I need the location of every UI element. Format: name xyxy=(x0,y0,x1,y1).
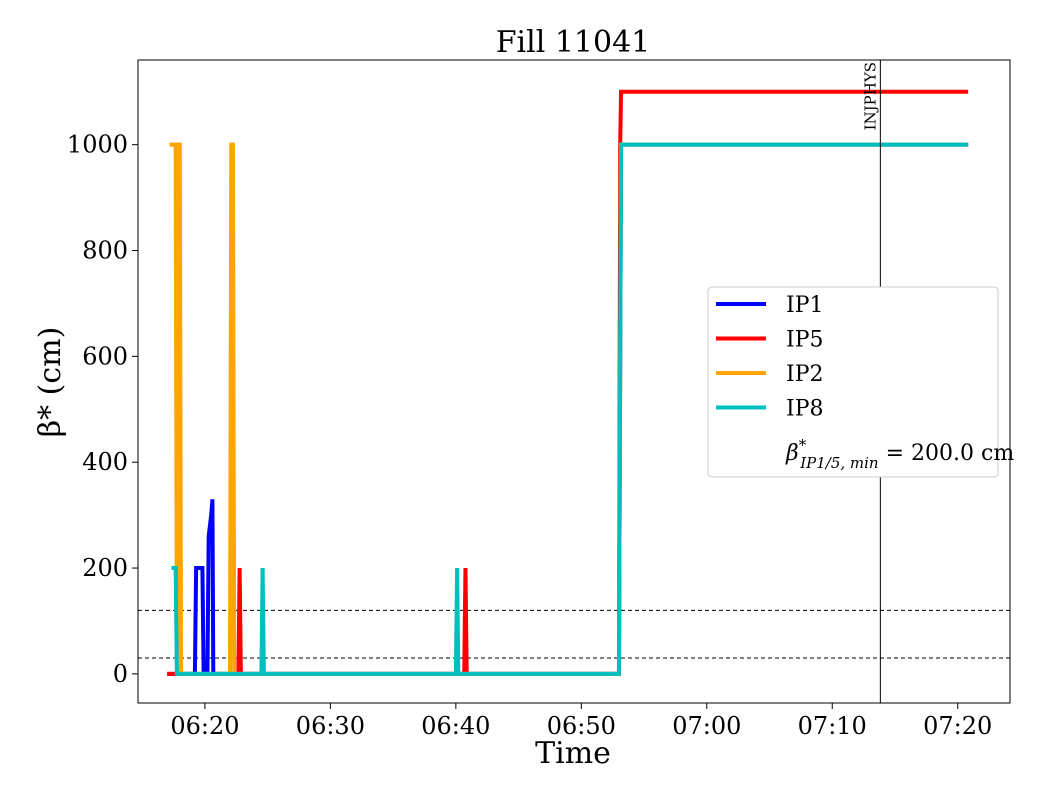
y-tick-label: 600 xyxy=(82,342,128,370)
y-axis-ticks: 0 200 400 600 800 1000 xyxy=(67,131,138,688)
legend: IP1 IP5 IP2 IP8 β* IP1/5, min = 200.0 cm xyxy=(707,286,1014,478)
legend-label-beta-min: β* IP1/5, min = 200.0 cm xyxy=(785,436,1014,472)
legend-box xyxy=(707,286,999,478)
x-tick-label: 06:20 xyxy=(170,712,239,740)
y-tick-label: 800 xyxy=(82,237,128,265)
x-axis-ticks: 06:20 06:30 06:40 06:50 07:00 07:10 07:20 xyxy=(170,703,992,740)
legend-label-ip2: IP2 xyxy=(786,362,824,387)
injphys-label: INJPHYS xyxy=(861,62,879,130)
x-axis-label: Time xyxy=(535,736,611,771)
chart-title: Fill 11041 xyxy=(496,25,651,60)
x-tick-label: 06:40 xyxy=(421,712,490,740)
y-tick-label: 200 xyxy=(82,554,128,582)
series-layer xyxy=(167,89,969,676)
reference-lines xyxy=(138,609,1010,659)
legend-label-ip8: IP8 xyxy=(786,397,824,422)
legend-label-ip1: IP1 xyxy=(786,293,824,318)
x-tick-label: 07:00 xyxy=(672,712,741,740)
x-tick-label: 07:20 xyxy=(923,712,992,740)
series-ip8 xyxy=(171,142,969,676)
y-tick-label: 400 xyxy=(82,448,128,476)
series-ip5 xyxy=(167,89,969,676)
x-tick-label: 06:30 xyxy=(296,712,365,740)
x-tick-label: 07:10 xyxy=(798,712,867,740)
legend-label-ip5: IP5 xyxy=(786,328,824,353)
y-axis-label: β* (cm) xyxy=(33,327,68,438)
x-tick-label: 06:50 xyxy=(547,712,616,740)
y-tick-label: 0 xyxy=(113,660,128,688)
y-tick-label: 1000 xyxy=(67,131,128,159)
